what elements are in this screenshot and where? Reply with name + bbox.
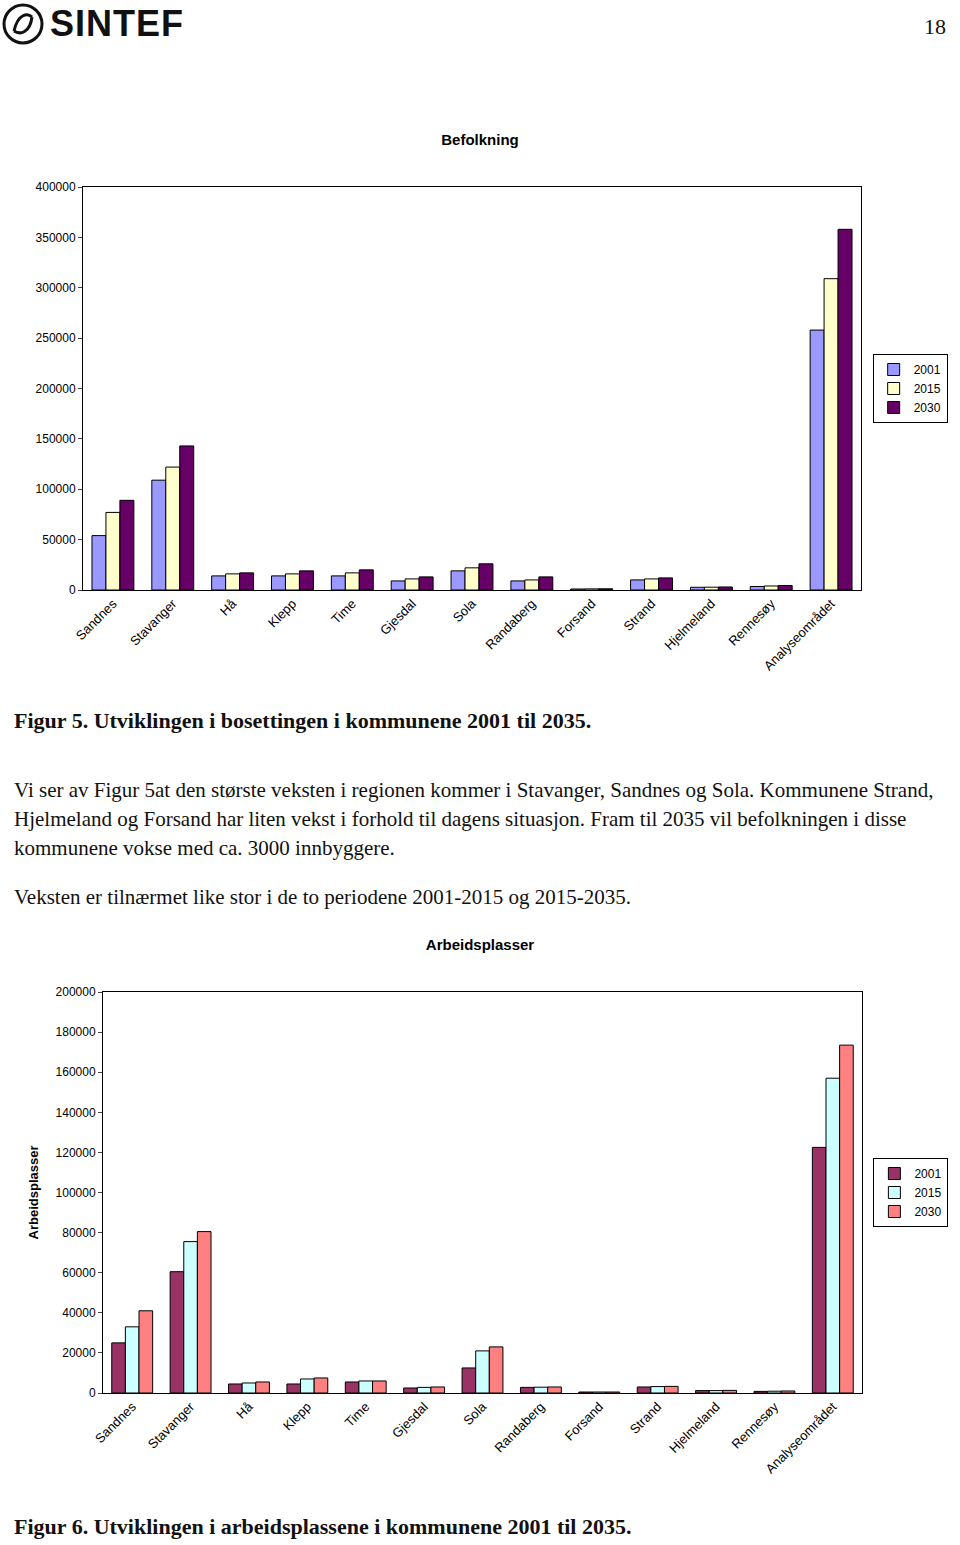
svg-text:Analyseområdet: Analyseområdet <box>762 1399 839 1476</box>
svg-text:Randaberg: Randaberg <box>492 1399 548 1455</box>
svg-text:Forsand: Forsand <box>554 596 598 640</box>
svg-text:2015: 2015 <box>914 1186 941 1200</box>
svg-text:Forsand: Forsand <box>562 1399 606 1443</box>
svg-text:2001: 2001 <box>914 363 941 377</box>
svg-text:Stavanger: Stavanger <box>127 596 180 649</box>
svg-text:Sandnes: Sandnes <box>73 596 120 643</box>
svg-text:100000: 100000 <box>36 482 76 496</box>
svg-text:Rennesøy: Rennesøy <box>725 596 778 649</box>
svg-text:2030: 2030 <box>914 1205 941 1219</box>
svg-text:2030: 2030 <box>914 401 941 415</box>
svg-text:400000: 400000 <box>36 180 76 194</box>
svg-text:300000: 300000 <box>36 281 76 295</box>
svg-text:250000: 250000 <box>36 331 76 345</box>
svg-text:120000: 120000 <box>56 1146 96 1160</box>
svg-text:Arbeidsplasser: Arbeidsplasser <box>26 1146 41 1240</box>
svg-text:200000: 200000 <box>36 382 76 396</box>
html-text:18: 18 <box>924 14 946 39</box>
html-text:Veksten er tilnærmet like stor: Veksten er tilnærmet like stor i de to p… <box>14 885 632 909</box>
svg-text:Arbeidsplasser: Arbeidsplasser <box>426 936 535 953</box>
svg-text:Gjesdal: Gjesdal <box>377 596 419 638</box>
html-text:Figur 6. Utviklingen i arbeids: Figur 6. Utviklingen i arbeidsplassene i… <box>14 1514 632 1539</box>
svg-text:350000: 350000 <box>36 231 76 245</box>
svg-text:Time: Time <box>342 1399 373 1430</box>
html-text:Figur 5. Utviklingen i bosetti: Figur 5. Utviklingen i bosettingen i kom… <box>14 708 592 733</box>
svg-text:Klepp: Klepp <box>280 1399 314 1433</box>
svg-text:100000: 100000 <box>56 1186 96 1200</box>
svg-text:2001: 2001 <box>914 1167 941 1181</box>
svg-text:150000: 150000 <box>36 432 76 446</box>
html-text:SINTEF: SINTEF <box>50 3 184 44</box>
svg-text:60000: 60000 <box>62 1266 96 1280</box>
svg-text:140000: 140000 <box>56 1106 96 1120</box>
svg-text:Time: Time <box>328 596 359 627</box>
svg-text:Hå: Hå <box>233 1399 256 1422</box>
svg-text:80000: 80000 <box>62 1226 96 1240</box>
svg-text:200000: 200000 <box>56 985 96 999</box>
svg-text:Strand: Strand <box>621 596 659 634</box>
svg-text:180000: 180000 <box>56 1025 96 1039</box>
svg-text:Rennesøy: Rennesøy <box>729 1399 782 1452</box>
svg-text:2015: 2015 <box>914 382 941 396</box>
svg-text:Strand: Strand <box>627 1399 665 1437</box>
svg-text:Gjesdal: Gjesdal <box>389 1399 431 1441</box>
svg-text:0: 0 <box>69 583 76 597</box>
svg-text:40000: 40000 <box>62 1306 96 1320</box>
svg-text:Analyseområdet: Analyseområdet <box>761 596 838 673</box>
svg-text:Befolkning: Befolkning <box>441 131 519 148</box>
svg-text:20000: 20000 <box>62 1346 96 1360</box>
svg-text:Klepp: Klepp <box>265 596 299 630</box>
svg-text:Randaberg: Randaberg <box>482 596 538 652</box>
svg-text:Stavanger: Stavanger <box>145 1399 198 1452</box>
html-text:Vi ser av Figur 5at den størst: Vi ser av Figur 5at den største veksten … <box>14 778 934 860</box>
svg-text:160000: 160000 <box>56 1065 96 1079</box>
svg-text:50000: 50000 <box>42 533 76 547</box>
svg-text:Hjelmeland: Hjelmeland <box>661 596 718 653</box>
svg-text:Sola: Sola <box>460 1399 490 1429</box>
svg-text:Sandnes: Sandnes <box>92 1399 139 1446</box>
svg-text:Hjelmeland: Hjelmeland <box>666 1399 723 1456</box>
svg-text:Sola: Sola <box>450 596 480 626</box>
svg-text:Hå: Hå <box>217 596 240 619</box>
svg-text:0: 0 <box>89 1386 96 1400</box>
